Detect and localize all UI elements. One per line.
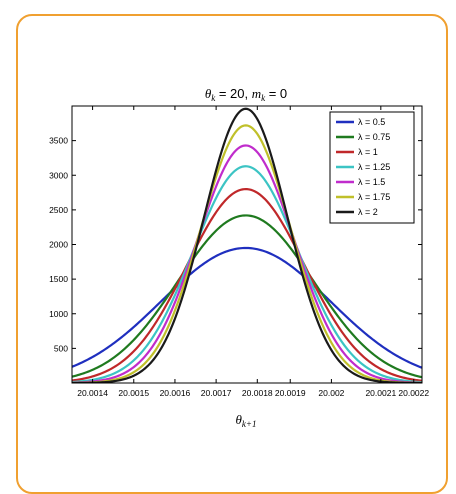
- chart-title: θk = 20, mk = 0: [205, 86, 287, 103]
- legend-label-0: λ = 0.5: [358, 117, 385, 127]
- axes-layer: 500 1000 1500 2000 2500 3000 3500 20.0014 20.001…: [49, 105, 429, 398]
- series-line-1: [72, 214, 422, 379]
- legend-label-2: λ = 1: [358, 147, 378, 157]
- figure-card: [16, 14, 448, 494]
- series-layer: [72, 107, 422, 383]
- legend-label-6: λ = 2: [358, 207, 378, 217]
- x-tick-label: 20.0021: [365, 388, 396, 398]
- x-tick-label: 20.0017: [201, 388, 232, 398]
- series-line-2: [72, 187, 422, 382]
- y-tick-label: 500: [54, 343, 68, 353]
- y-tick-label: 1500: [49, 274, 68, 284]
- series-line-4: [72, 144, 422, 383]
- y-tick-label: 3500: [49, 136, 68, 146]
- series-line-5: [72, 124, 422, 383]
- legend-label-3: λ = 1.25: [358, 162, 390, 172]
- x-tick-label: 20.0018: [242, 388, 273, 398]
- series-line-6: [72, 107, 422, 383]
- y-tick-label: 2500: [49, 205, 68, 215]
- series-line-3: [72, 165, 422, 383]
- legend: λ = 0.5 λ = 0.75 λ = 1 λ = 1.25 λ = 1.5 λ = 1…: [329, 111, 415, 224]
- x-tick-label: 20.0016: [160, 388, 191, 398]
- y-tick-label: 1000: [49, 309, 68, 319]
- x-tick-label: 20.0019: [275, 388, 306, 398]
- legend-label-5: λ = 1.75: [358, 192, 390, 202]
- series-line-0: [72, 246, 422, 369]
- x-tick-label: 20.0022: [398, 388, 429, 398]
- x-axis-label: θk+1: [236, 412, 257, 429]
- legend-label-4: λ = 1.5: [358, 177, 385, 187]
- x-tick-label: 20.0014: [77, 388, 108, 398]
- y-tick-label: 3000: [49, 170, 68, 180]
- x-tick-label: 20.0015: [118, 388, 149, 398]
- y-tick-label: 2000: [49, 240, 68, 250]
- x-tick-label: 20.002: [318, 388, 344, 398]
- legend-label-1: λ = 0.75: [358, 132, 390, 142]
